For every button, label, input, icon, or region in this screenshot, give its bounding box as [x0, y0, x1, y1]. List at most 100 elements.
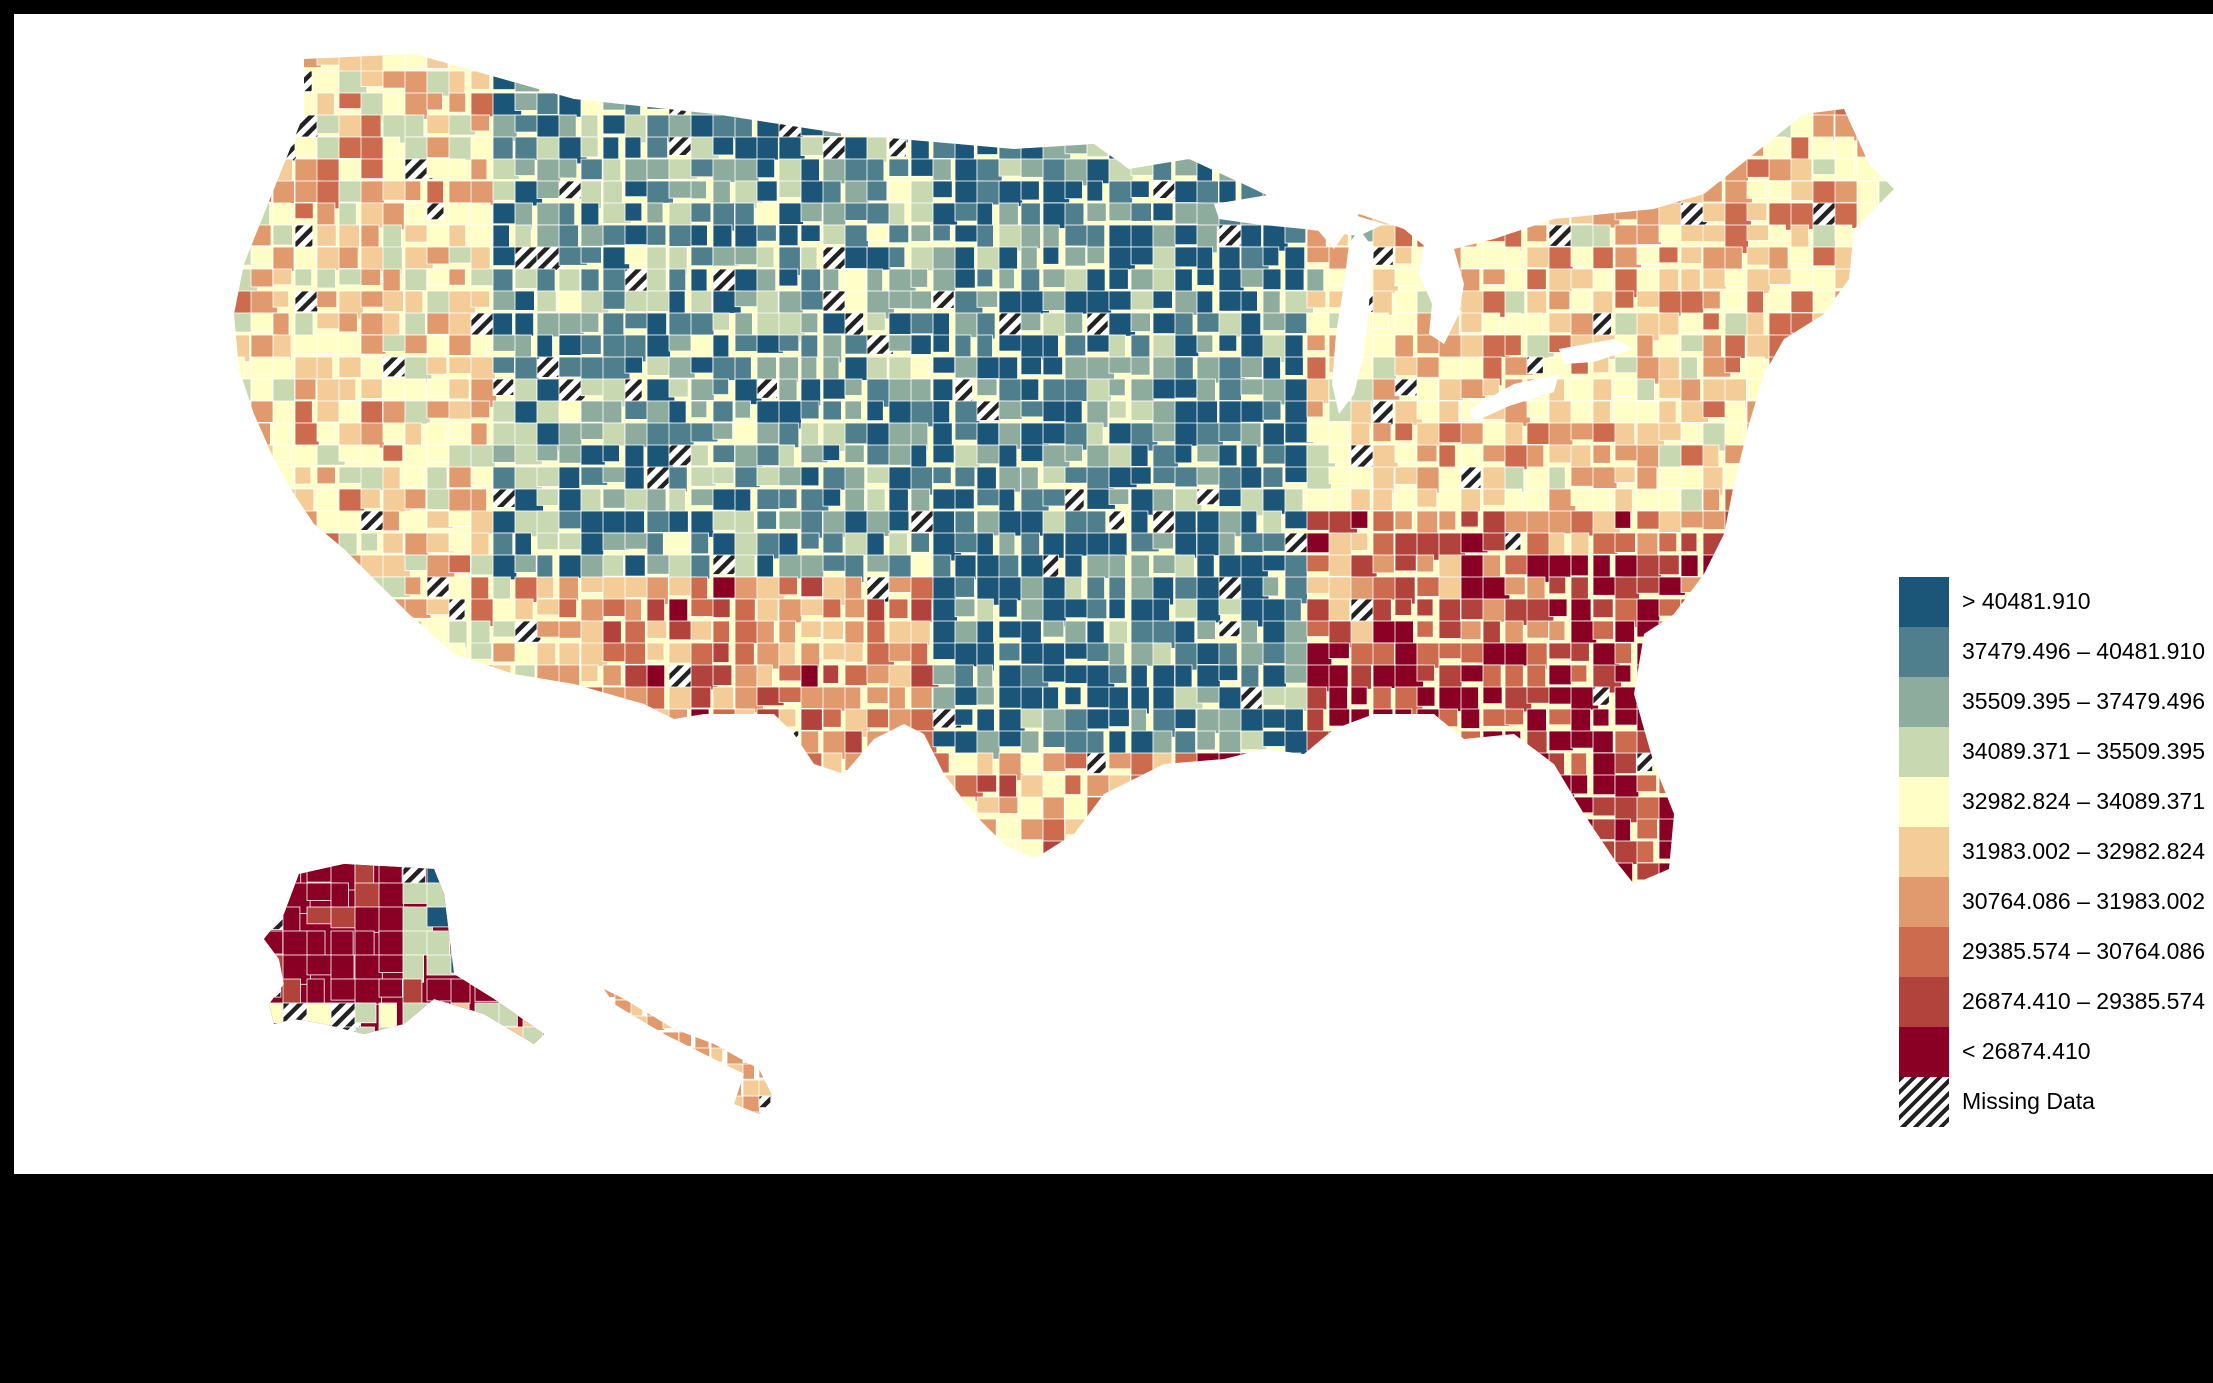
county-cell [1746, 158, 1772, 178]
county-cell [1284, 774, 1309, 798]
county-cell [536, 356, 560, 378]
county-cell [316, 576, 337, 604]
county-cell [1901, 555, 1919, 579]
county-cell [492, 796, 515, 818]
county-cell [1636, 92, 1664, 117]
county-cell [822, 620, 844, 640]
county-cell [844, 752, 871, 771]
county-cell [756, 246, 775, 269]
county-cell [272, 598, 296, 623]
county-cell [866, 54, 888, 77]
county-cell [1504, 334, 1522, 356]
county-cell [1746, 114, 1766, 141]
county-cell [1702, 862, 1731, 883]
county-cell [1790, 796, 1812, 826]
county-cell [251, 885, 269, 910]
county-cell [614, 1031, 628, 1047]
county-cell [1812, 378, 1837, 399]
county-cell [1460, 730, 1481, 755]
county-cell [668, 136, 695, 156]
county-cell [1438, 136, 1463, 161]
county-cell [1394, 730, 1419, 752]
county-cell [690, 466, 717, 487]
county-cell [668, 774, 688, 794]
county-cell [316, 752, 346, 770]
county-cell [1350, 444, 1376, 471]
county-cell [1482, 554, 1501, 580]
county-cell [536, 818, 566, 845]
county-cell [690, 290, 713, 314]
county-cell [1768, 796, 1794, 817]
county-cell [1812, 70, 1835, 88]
county-cell [1350, 686, 1368, 706]
county-cell [536, 400, 562, 425]
county-cell [646, 1015, 666, 1031]
county-cell [448, 510, 474, 527]
county-cell [712, 620, 730, 644]
county-cell [1240, 400, 1265, 423]
county-cell [1570, 70, 1588, 89]
county-cell [614, 1015, 636, 1031]
county-cell [1901, 511, 1928, 539]
county-cell [338, 708, 359, 726]
county-cell [778, 752, 798, 772]
county-cell [1790, 180, 1817, 201]
county-cell [1834, 70, 1862, 88]
county-cell [264, 954, 285, 981]
county-cell [448, 664, 473, 689]
county-cell [1284, 862, 1309, 884]
county-cell [1504, 136, 1531, 156]
county-cell [448, 730, 469, 749]
county-cell [646, 54, 671, 70]
county-cell [492, 532, 514, 558]
county-cell [1724, 532, 1748, 552]
county-cell [1526, 54, 1545, 78]
county-cell [1856, 92, 1874, 110]
county-cell [1196, 92, 1216, 122]
county-cell [522, 882, 544, 910]
county-cell [1086, 378, 1112, 405]
county-cell [1218, 444, 1238, 467]
county-cell [1042, 114, 1072, 143]
county-cell [954, 114, 983, 140]
county-cell [1878, 818, 1894, 845]
county-cell [1834, 686, 1861, 712]
county-cell [1438, 708, 1459, 728]
county-cell [1680, 334, 1707, 353]
county-cell [690, 554, 711, 580]
county-cell [1768, 180, 1795, 199]
county-cell [910, 554, 930, 577]
county-cell [1658, 730, 1686, 753]
county-cell [1790, 818, 1811, 839]
county-cell [844, 620, 865, 645]
county-cell [1372, 268, 1399, 294]
county-cell [602, 488, 627, 509]
county-cell [1284, 466, 1310, 483]
county-cell [775, 984, 787, 1004]
county-cell [1064, 114, 1089, 138]
county-cell [624, 378, 643, 405]
county-cell [294, 598, 324, 623]
county-cell [402, 954, 425, 983]
county-cell [1372, 510, 1395, 532]
county-cell [1636, 180, 1655, 203]
county-cell [426, 796, 447, 813]
county-cell [1042, 752, 1067, 772]
county-cell [1416, 400, 1440, 420]
county-cell [1724, 796, 1745, 815]
county-cell [775, 1016, 790, 1032]
county-cell [514, 422, 541, 446]
county-cell [426, 378, 450, 397]
county-cell [1768, 576, 1787, 598]
county-cell [1064, 774, 1082, 795]
county-cell [498, 864, 524, 885]
county-cell [1746, 290, 1764, 315]
county-cell [448, 378, 470, 400]
county-cell [1901, 445, 1918, 465]
county-cell [448, 356, 474, 374]
county-cell [1658, 752, 1677, 778]
county-cell [1878, 290, 1894, 320]
county-cell [1262, 752, 1292, 775]
county-cell [726, 999, 747, 1019]
county-cell [888, 598, 909, 619]
